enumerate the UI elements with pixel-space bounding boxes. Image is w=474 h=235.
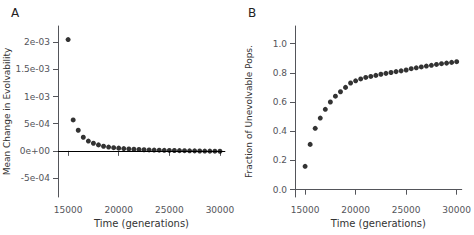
svg-text:Time (generations): Time (generations) (330, 218, 426, 229)
svg-text:0.0: 0.0 (273, 185, 288, 195)
svg-text:15000: 15000 (291, 205, 320, 215)
svg-text:30000: 30000 (442, 205, 471, 215)
svg-text:0.4: 0.4 (273, 126, 288, 136)
svg-text:Time (generations): Time (generations) (93, 218, 189, 229)
svg-text:Fraction of Unevolvable Pops.: Fraction of Unevolvable Pops. (244, 45, 254, 178)
svg-text:2e-03: 2e-03 (24, 37, 50, 47)
svg-text:Mean Change in Evolvability: Mean Change in Evolvability (2, 47, 12, 175)
svg-text:0.2: 0.2 (273, 155, 287, 165)
svg-text:1e-03: 1e-03 (24, 92, 50, 102)
svg-text:-5e-04: -5e-04 (21, 173, 50, 183)
svg-text:15000: 15000 (54, 205, 83, 215)
svg-text:25000: 25000 (392, 205, 421, 215)
svg-text:1.5e-03: 1.5e-03 (15, 64, 50, 74)
svg-text:25000: 25000 (155, 205, 184, 215)
svg-text:0.8: 0.8 (273, 68, 288, 78)
svg-text:5e-04: 5e-04 (24, 119, 50, 129)
svg-text:B: B (248, 6, 256, 20)
svg-text:20000: 20000 (104, 205, 133, 215)
svg-text:1.0: 1.0 (273, 39, 288, 49)
svg-text:0.6: 0.6 (273, 97, 288, 107)
svg-text:20000: 20000 (341, 205, 370, 215)
svg-text:A: A (11, 6, 20, 20)
svg-text:30000: 30000 (206, 205, 235, 215)
svg-text:0e+00: 0e+00 (20, 146, 51, 156)
